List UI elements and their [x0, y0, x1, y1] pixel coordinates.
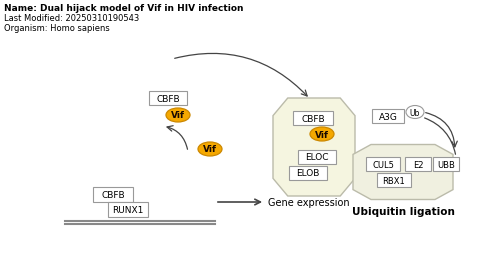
Bar [149, 92, 187, 106]
Text: Last Modified: 20250310190543: Last Modified: 20250310190543 [4, 14, 139, 23]
Ellipse shape [310, 128, 334, 141]
Text: Vif: Vif [315, 130, 329, 139]
Text: CBFB: CBFB [156, 94, 180, 103]
Ellipse shape [166, 108, 190, 122]
Bar [93, 187, 133, 202]
Bar [108, 202, 148, 217]
Bar [366, 157, 400, 171]
Ellipse shape [406, 106, 424, 119]
Bar [377, 173, 411, 187]
Bar [405, 157, 431, 171]
Text: ELOC: ELOC [305, 153, 329, 162]
Text: RUNX1: RUNX1 [112, 205, 144, 214]
Bar [372, 109, 404, 123]
Text: CBFB: CBFB [101, 190, 125, 199]
Text: Organism: Homo sapiens: Organism: Homo sapiens [4, 24, 110, 33]
Bar [298, 150, 336, 164]
Polygon shape [353, 145, 453, 200]
Text: Vif: Vif [171, 111, 185, 120]
Text: Ubiquitin ligation: Ubiquitin ligation [351, 206, 455, 216]
Text: RBX1: RBX1 [383, 176, 406, 185]
Text: Gene expression: Gene expression [268, 197, 349, 207]
Bar [293, 112, 333, 125]
Bar [433, 157, 459, 171]
Text: CUL5: CUL5 [372, 160, 394, 169]
Ellipse shape [198, 142, 222, 156]
Text: Name: Dual hijack model of Vif in HIV infection: Name: Dual hijack model of Vif in HIV in… [4, 4, 243, 13]
Text: UBB: UBB [437, 160, 455, 169]
Text: CBFB: CBFB [301, 114, 325, 123]
Text: E2: E2 [413, 160, 423, 169]
Polygon shape [273, 99, 355, 196]
Bar [289, 166, 327, 180]
Text: ELOB: ELOB [296, 169, 320, 178]
Text: Vif: Vif [203, 145, 217, 154]
Text: A3G: A3G [379, 112, 397, 121]
Text: Ub: Ub [410, 108, 420, 117]
